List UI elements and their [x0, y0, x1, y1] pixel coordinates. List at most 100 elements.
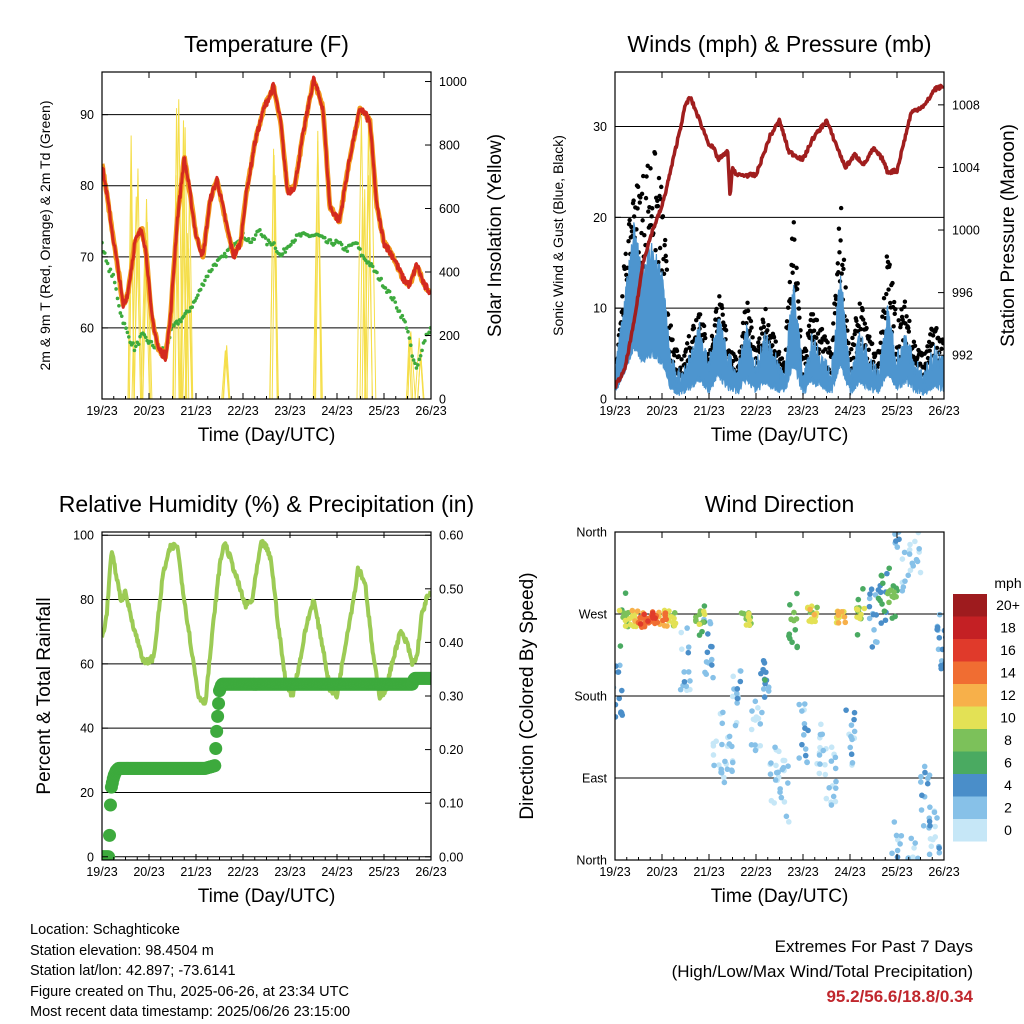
colorbar-swatch [953, 774, 987, 797]
series-precip [102, 671, 431, 860]
direction-point [661, 622, 668, 629]
colorbar-label: 4 [1004, 777, 1012, 793]
dewpoint-point [325, 240, 330, 245]
colorbar-swatch [953, 729, 987, 752]
direction-point [734, 690, 740, 697]
y2-tick-label: 992 [952, 349, 973, 363]
gust-point [660, 214, 666, 219]
gust-point [911, 339, 917, 345]
gust-point [720, 312, 725, 317]
dewpoint-point [427, 330, 431, 335]
y2-tick-label: 0.40 [439, 636, 463, 650]
gust-point [860, 317, 866, 322]
gust-point [846, 340, 851, 346]
direction-point [905, 572, 912, 579]
colorbar-label: 10 [1000, 710, 1016, 726]
direction-point [882, 617, 889, 624]
dewpoint-point [283, 250, 288, 254]
gust-point [839, 271, 844, 276]
direction-point [762, 677, 768, 683]
plot-area [102, 75, 431, 399]
gust-point [645, 163, 650, 169]
gust-point [709, 333, 715, 339]
gust-point [841, 266, 846, 272]
gust-point [649, 214, 654, 219]
dewpoint-point [404, 326, 409, 330]
direction-point [752, 698, 759, 705]
direction-point [685, 649, 692, 656]
x-axis-label: Time (Day/UTC) [198, 425, 336, 446]
direction-point [710, 674, 716, 681]
direction-point [930, 836, 936, 843]
direction-point [615, 663, 619, 669]
gust-point [655, 198, 660, 203]
gust-point [773, 339, 778, 344]
direction-point [826, 785, 832, 791]
gust-point [750, 335, 755, 340]
direction-point [934, 815, 940, 821]
gust-point [650, 206, 655, 211]
x-tick-label: 19/23 [86, 865, 117, 879]
direction-point [926, 851, 933, 858]
gust-point [620, 294, 625, 299]
colorbar-title: mph [994, 575, 1021, 591]
y2-tick-label: 996 [952, 286, 973, 300]
y-tick-label: 80 [80, 179, 94, 193]
direction-point [787, 602, 793, 608]
direction-point [663, 616, 670, 623]
panel-humidity: Relative Humidity (%) & Precipitation (i… [34, 491, 474, 907]
gust-point [785, 305, 791, 310]
direction-point [851, 728, 858, 735]
dewpoint-point [122, 321, 127, 326]
gust-point [653, 247, 658, 253]
gust-point [723, 328, 729, 333]
direction-point [755, 705, 761, 711]
direction-point [761, 660, 768, 666]
gust-point [659, 268, 665, 273]
gust-point [927, 348, 932, 353]
dewpoint-point [265, 242, 269, 247]
y2-tick-label: 0.30 [439, 690, 463, 704]
gust-point [907, 318, 912, 324]
dewpoint-point [149, 339, 154, 344]
y-tick-label: 60 [80, 321, 94, 335]
solar-spike [269, 148, 278, 399]
direction-point [760, 666, 766, 673]
direction-point [932, 823, 938, 830]
gust-point [635, 184, 641, 190]
direction-point [707, 643, 714, 650]
direction-point [934, 624, 941, 631]
direction-point [801, 701, 808, 707]
direction-point [835, 608, 841, 615]
gust-point [862, 321, 868, 326]
gust-point [819, 326, 825, 332]
dewpoint-point [174, 319, 179, 324]
dewpoint-point [280, 252, 285, 256]
gust-point [897, 344, 902, 349]
gust-point [648, 166, 653, 171]
gust-point [631, 198, 636, 203]
dewpoint-point [397, 309, 402, 313]
x-tick-label: 20/23 [133, 865, 164, 879]
direction-point [765, 684, 772, 691]
dewpoint-point [196, 293, 200, 297]
gust-point [624, 272, 629, 278]
gust-point [748, 318, 754, 324]
direction-point [619, 712, 626, 718]
dewpoint-point [198, 287, 203, 292]
y2-tick-label: 0.00 [439, 850, 463, 864]
colorbar-swatch [953, 594, 987, 617]
y2-tick-label: 0.10 [439, 797, 463, 811]
y2-tick-label: 1000 [439, 75, 467, 89]
x-tick-label: 26/23 [928, 404, 959, 418]
direction-point [817, 761, 823, 767]
direction-point [796, 755, 802, 761]
direction-point [931, 809, 938, 816]
colorbar-label: 8 [1004, 732, 1012, 748]
x-tick-label: 24/23 [321, 865, 352, 879]
gust-point [656, 259, 661, 265]
gust-point [664, 258, 669, 264]
solar-spike [182, 233, 193, 399]
direction-point [866, 595, 873, 602]
x-tick-label: 21/23 [693, 865, 724, 879]
